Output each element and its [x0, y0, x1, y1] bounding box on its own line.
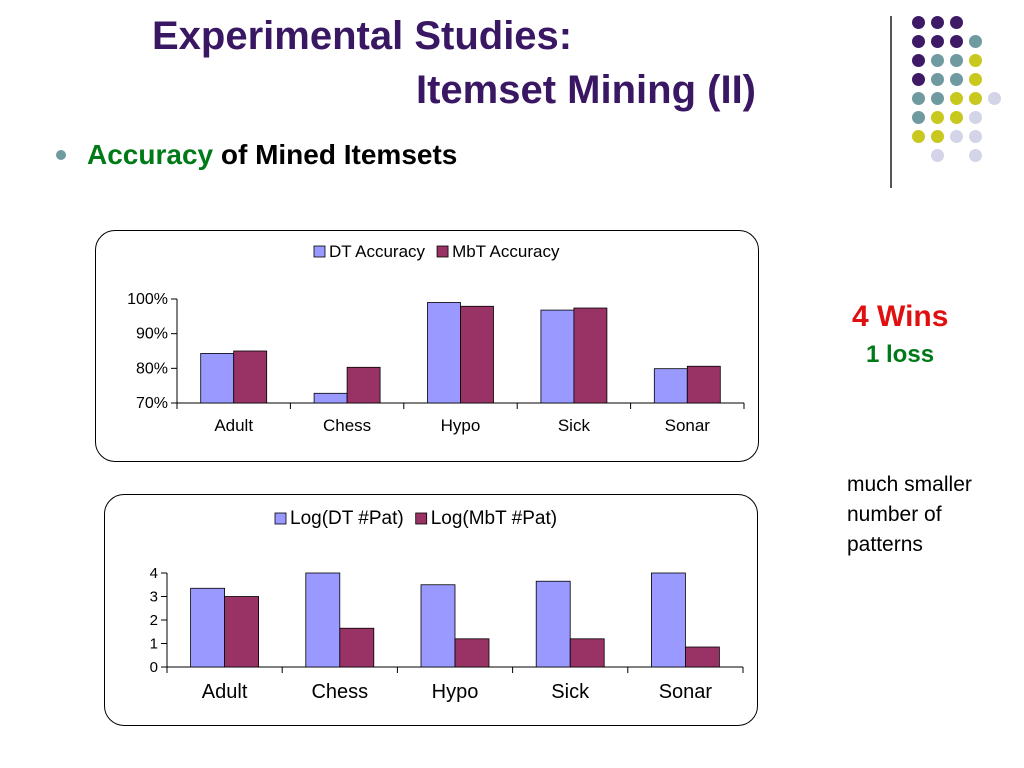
- decorative-dot: [931, 92, 944, 105]
- decorative-dot: [969, 73, 982, 86]
- decorative-dot: [969, 111, 982, 124]
- x-category-label: Chess: [323, 416, 371, 435]
- bar: [460, 305, 494, 404]
- x-category-label: Sonar: [659, 681, 713, 703]
- bar: [200, 353, 235, 404]
- x-category-label: Sick: [558, 416, 591, 435]
- heading-rest: of Mined Itemsets: [213, 139, 458, 170]
- wins-label: 4 Wins: [852, 300, 949, 333]
- decorative-dot: [950, 73, 963, 86]
- y-tick-label: 3: [150, 589, 158, 606]
- bar: [305, 572, 341, 668]
- bar: [535, 580, 571, 668]
- patterns-chart: Log(DT #Pat) Log(MbT #Pat) 0 1 2 3 4 Adult Chess…: [150, 508, 744, 703]
- legend-swatch: [313, 245, 326, 258]
- slide-title-line2: Itemset Mining (II): [416, 68, 756, 112]
- bar: [313, 392, 348, 404]
- note-text: much smaller number of patterns: [847, 473, 972, 556]
- legend-label: MbT Accuracy: [452, 242, 560, 261]
- decorative-dot: [950, 111, 963, 124]
- decorative-dot: [931, 149, 944, 162]
- legend-label: Log(DT #Pat): [290, 508, 404, 529]
- decorative-dot: [912, 54, 925, 67]
- x-category-label: Chess: [311, 681, 368, 703]
- accuracy-chart-panel: DT Accuracy MbT Accuracy 70% 80% 90% 100% Adul…: [95, 230, 759, 462]
- x-category-label: Adult: [214, 416, 253, 435]
- decorative-dot: [912, 35, 925, 48]
- decorative-dot: [931, 73, 944, 86]
- y-tick-label: 70%: [136, 395, 168, 412]
- bar: [651, 572, 686, 668]
- bar: [339, 627, 375, 668]
- bar: [686, 365, 721, 404]
- legend-label: Log(MbT #Pat): [431, 508, 557, 529]
- loss-label: 1 loss: [866, 341, 935, 368]
- decorative-dot: [969, 130, 982, 143]
- decorative-dot: [950, 16, 963, 29]
- bar: [573, 307, 608, 404]
- decorative-dot: [931, 130, 944, 143]
- bar: [420, 584, 456, 668]
- decorative-dot: [912, 73, 925, 86]
- x-category-label: Sick: [551, 681, 590, 703]
- bar: [190, 587, 225, 668]
- patterns-chart-panel: Log(DT #Pat) Log(MbT #Pat) 0 1 2 3 4 Adult Chess…: [104, 494, 758, 726]
- decorative-dot: [969, 149, 982, 162]
- bullet-heading: Accuracy of Mined Itemsets: [87, 139, 457, 171]
- decorative-dot: [950, 92, 963, 105]
- bar: [540, 309, 575, 404]
- decorative-dot: [912, 111, 925, 124]
- bullet-icon: [56, 150, 66, 160]
- bar: [346, 366, 381, 404]
- legend-label: DT Accuracy: [329, 242, 426, 261]
- decorative-dot: [931, 111, 944, 124]
- bar: [233, 350, 268, 404]
- decorative-dot: [950, 54, 963, 67]
- decorative-dot: [912, 130, 925, 143]
- bar: [454, 638, 490, 668]
- decorative-dot: [969, 54, 982, 67]
- decorative-dot: [912, 92, 925, 105]
- slide-title-line1: Experimental Studies:: [152, 14, 573, 58]
- y-tick-label: 100%: [127, 291, 168, 308]
- decorative-dot: [950, 35, 963, 48]
- decorative-dot: [912, 16, 925, 29]
- decorative-dot: [969, 35, 982, 48]
- x-category-label: Hypo: [441, 416, 481, 435]
- y-tick-label: 80%: [136, 360, 168, 377]
- bar: [224, 596, 259, 668]
- bar: [427, 302, 461, 404]
- heading-accent: Accuracy: [87, 139, 214, 170]
- y-tick-label: 1: [150, 636, 158, 653]
- decorative-divider: [890, 16, 892, 188]
- decorative-dot: [931, 16, 944, 29]
- y-tick-label: 2: [150, 612, 158, 629]
- decorative-dot: [969, 92, 982, 105]
- y-tick-label: 0: [150, 659, 158, 676]
- legend-swatch: [274, 512, 287, 525]
- legend-swatch: [436, 245, 449, 258]
- bar: [685, 646, 720, 668]
- decorative-dot: [988, 92, 1001, 105]
- y-tick-label: 90%: [136, 326, 168, 343]
- x-category-label: Adult: [202, 681, 248, 703]
- decorative-dot: [950, 130, 963, 143]
- bar: [653, 368, 688, 404]
- bar: [569, 638, 605, 668]
- accuracy-chart: DT Accuracy MbT Accuracy 70% 80% 90% 100% Adul…: [127, 242, 745, 435]
- legend-swatch: [415, 512, 428, 525]
- x-category-label: Hypo: [432, 681, 479, 703]
- decorative-dot: [931, 54, 944, 67]
- decorative-dot: [931, 35, 944, 48]
- y-tick-label: 4: [150, 565, 158, 582]
- x-category-label: Sonar: [665, 416, 711, 435]
